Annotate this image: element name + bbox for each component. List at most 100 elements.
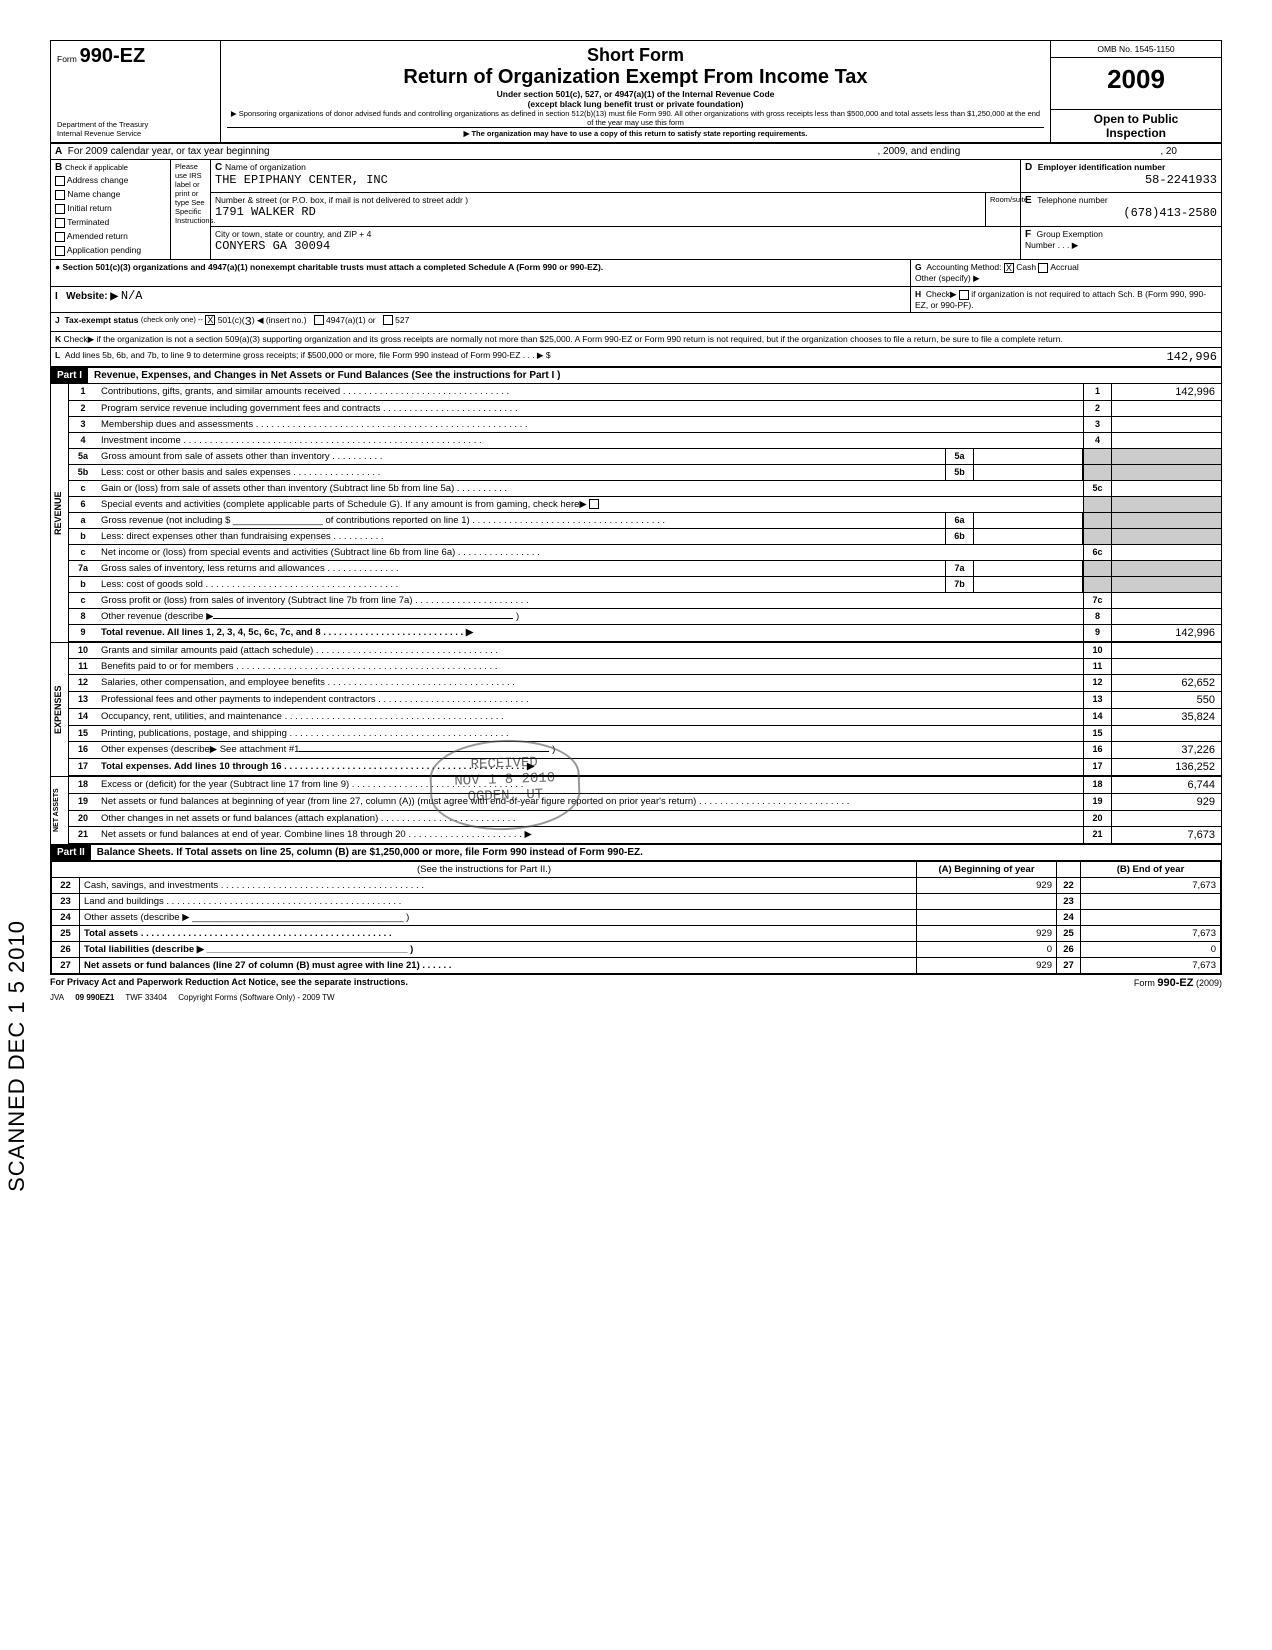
line-10: 10 Grants and similar amounts paid (atta… bbox=[69, 643, 1221, 659]
line-15: 15 Printing, publications, postage, and … bbox=[69, 726, 1221, 742]
form-number: 990-EZ bbox=[80, 45, 146, 67]
phone: (678)413-2580 bbox=[1025, 206, 1217, 220]
line-13: 13 Professional fees and other payments … bbox=[69, 692, 1221, 709]
form-footer: Form 990-EZ (2009) bbox=[1134, 977, 1222, 989]
title-return: Return of Organization Exempt From Incom… bbox=[227, 66, 1044, 89]
cb-accrual[interactable] bbox=[1038, 263, 1048, 273]
part2-header: Part II Balance Sheets. If Total assets … bbox=[51, 845, 1221, 861]
line-a-text2: , 2009, and ending bbox=[877, 146, 960, 157]
d-label: Employer identification number bbox=[1038, 162, 1166, 172]
form-990ez: Form 990-EZ Department of the Treasury I… bbox=[50, 40, 1222, 975]
cb-527[interactable] bbox=[383, 315, 393, 325]
line-a: a Gross revenue (not including $ _______… bbox=[69, 513, 1221, 529]
line-b: b Less: cost of goods sold . . . . . . .… bbox=[69, 577, 1221, 593]
tax-year: 2009 bbox=[1051, 58, 1221, 110]
line-5b: 5b Less: cost or other basis and sales e… bbox=[69, 465, 1221, 481]
netassets-side: NET ASSETS bbox=[51, 777, 68, 844]
cb-sch-b[interactable] bbox=[959, 290, 969, 300]
part2-instruction: (See the instructions for Part II.) bbox=[52, 861, 917, 877]
room-label: Room/suite bbox=[986, 193, 1021, 225]
omb-number: OMB No. 1545-1150 bbox=[1051, 41, 1221, 58]
website: N/A bbox=[121, 289, 143, 303]
inspection: Inspection bbox=[1053, 126, 1219, 140]
line-a-text1: For 2009 calendar year, or tax year begi… bbox=[68, 146, 270, 157]
balance-row-22: 22 Cash, savings, and investments . . . … bbox=[52, 877, 1221, 893]
line-3: 3 Membership dues and assessments . . . … bbox=[69, 417, 1221, 433]
balance-row-23: 23 Land and buildings . . . . . . . . . … bbox=[52, 893, 1221, 909]
addr-label: Number & street (or P.O. box, if mail is… bbox=[215, 195, 981, 205]
form-header: Form 990-EZ Department of the Treasury I… bbox=[51, 41, 1221, 144]
line-5a: 5a Gross amount from sale of assets othe… bbox=[69, 449, 1221, 465]
footer2: JVA 09 990EZ1 TWF 33404 Copyright Forms … bbox=[50, 991, 1222, 1004]
ein: 58-2241933 bbox=[1025, 173, 1217, 187]
org-name: THE EPIPHANY CENTER, INC bbox=[215, 173, 1016, 187]
line-12: 12 Salaries, other compensation, and emp… bbox=[69, 675, 1221, 692]
line-a: A For 2009 calendar year, or tax year be… bbox=[51, 144, 1221, 160]
dept-treasury: Department of the Treasury bbox=[57, 120, 214, 129]
line-b: b Less: direct expenses other than fundr… bbox=[69, 529, 1221, 545]
scanned-stamp: SCANNED DEC 1 5 2010 bbox=[4, 920, 30, 1192]
balance-row-25: 25 Total assets . . . . . . . . . . . . … bbox=[52, 925, 1221, 941]
balance-row-26: 26 Total liabilities (describe ▶ _______… bbox=[52, 941, 1221, 957]
city-label: City or town, state or country, and ZIP … bbox=[215, 229, 1016, 239]
line-11: 11 Benefits paid to or for members . . .… bbox=[69, 659, 1221, 675]
cb-address[interactable]: Address change bbox=[55, 173, 166, 187]
form-label: Form bbox=[57, 54, 77, 64]
city: CONYERS GA 30094 bbox=[215, 239, 1016, 253]
privacy-notice: For Privacy Act and Paperwork Reduction … bbox=[50, 977, 408, 989]
gross-receipts: 142,996 bbox=[1107, 350, 1217, 364]
f-num: Number . . . ▶ bbox=[1025, 240, 1217, 251]
line-18: 18 Excess or (deficit) for the year (Sub… bbox=[69, 777, 1221, 794]
open-public: Open to Public bbox=[1053, 112, 1219, 126]
line-6: 6Special events and activities (complete… bbox=[69, 497, 1221, 513]
cb-terminated[interactable]: Terminated bbox=[55, 215, 166, 229]
g-label: Accounting Method: bbox=[926, 262, 1001, 272]
irs-label-col: Please use IRS label or print or type Se… bbox=[171, 160, 211, 259]
part1-exp: EXPENSES 10 Grants and similar amounts p… bbox=[51, 642, 1221, 776]
sponsor-note: ▶ Sponsoring organizations of donor advi… bbox=[227, 109, 1044, 127]
cb-initial[interactable]: Initial return bbox=[55, 201, 166, 215]
street: 1791 WALKER RD bbox=[215, 205, 981, 219]
subtitle1: Under section 501(c), 527, or 4947(a)(1)… bbox=[227, 89, 1044, 99]
line-c: c Gross profit or (loss) from sales of i… bbox=[69, 593, 1221, 609]
cb-501c[interactable]: X bbox=[205, 315, 215, 325]
balance-row-24: 24 Other assets (describe ▶ ____________… bbox=[52, 909, 1221, 925]
cb-4947[interactable] bbox=[314, 315, 324, 325]
bullet-501: Section 501(c)(3) organizations and 4947… bbox=[63, 262, 604, 272]
cb-pending[interactable]: Application pending bbox=[55, 243, 166, 257]
line-7a: 7a Gross sales of inventory, less return… bbox=[69, 561, 1221, 577]
line-21: 21 Net assets or fund balances at end of… bbox=[69, 827, 1221, 844]
e-label: Telephone number bbox=[1037, 195, 1107, 205]
cb-name[interactable]: Name change bbox=[55, 187, 166, 201]
part1-na: NET ASSETS 18 Excess or (deficit) for th… bbox=[51, 776, 1221, 845]
line-i-h: I Website: ▶ N/A H Check▶ if organizatio… bbox=[51, 287, 1221, 313]
line-16: 16Other expenses (describe▶ See attachme… bbox=[69, 742, 1221, 759]
part2-title: Balance Sheets. If Total assets on line … bbox=[91, 845, 649, 860]
line-a-text3: , 20 bbox=[1160, 146, 1177, 157]
line-20: 20 Other changes in net assets or fund b… bbox=[69, 811, 1221, 827]
line-2: 2 Program service revenue including gove… bbox=[69, 401, 1221, 417]
revenue-side: REVENUE bbox=[51, 384, 68, 642]
col-b: (B) End of year bbox=[1081, 861, 1221, 877]
f-label: Group Exemption bbox=[1037, 229, 1103, 239]
g-other: Other (specify) ▶ bbox=[915, 273, 1217, 284]
part1-body: REVENUE 1 Contributions, gifts, grants, … bbox=[51, 384, 1221, 642]
line-c: c Gain or (loss) from sale of assets oth… bbox=[69, 481, 1221, 497]
expenses-side: EXPENSES bbox=[51, 643, 68, 776]
cb-amended[interactable]: Amended return bbox=[55, 229, 166, 243]
part1-title: Revenue, Expenses, and Changes in Net As… bbox=[88, 368, 566, 383]
footer: For Privacy Act and Paperwork Reduction … bbox=[50, 975, 1222, 991]
col-a: (A) Beginning of year bbox=[917, 861, 1057, 877]
line-j: J Tax-exempt status (check only one) -- … bbox=[51, 313, 1221, 332]
cb-cash[interactable]: X bbox=[1004, 263, 1014, 273]
b-label: Check if applicable bbox=[65, 163, 128, 172]
irs-label: Internal Revenue Service bbox=[57, 129, 214, 138]
line-14: 14 Occupancy, rent, utilities, and maint… bbox=[69, 709, 1221, 726]
line-1: 1 Contributions, gifts, grants, and simi… bbox=[69, 384, 1221, 401]
line-19: 19 Net assets or fund balances at beginn… bbox=[69, 794, 1221, 811]
line-9: 9 Total revenue. All lines 1, 2, 3, 4, 5… bbox=[69, 625, 1221, 642]
balance-table: (See the instructions for Part II.) (A) … bbox=[51, 861, 1221, 974]
state-note: ▶ The organization may have to use a cop… bbox=[227, 127, 1044, 138]
line-k: K Check▶ if the organization is not a se… bbox=[51, 332, 1221, 348]
line-8: 8Other revenue (describe ▶ )8 bbox=[69, 609, 1221, 625]
